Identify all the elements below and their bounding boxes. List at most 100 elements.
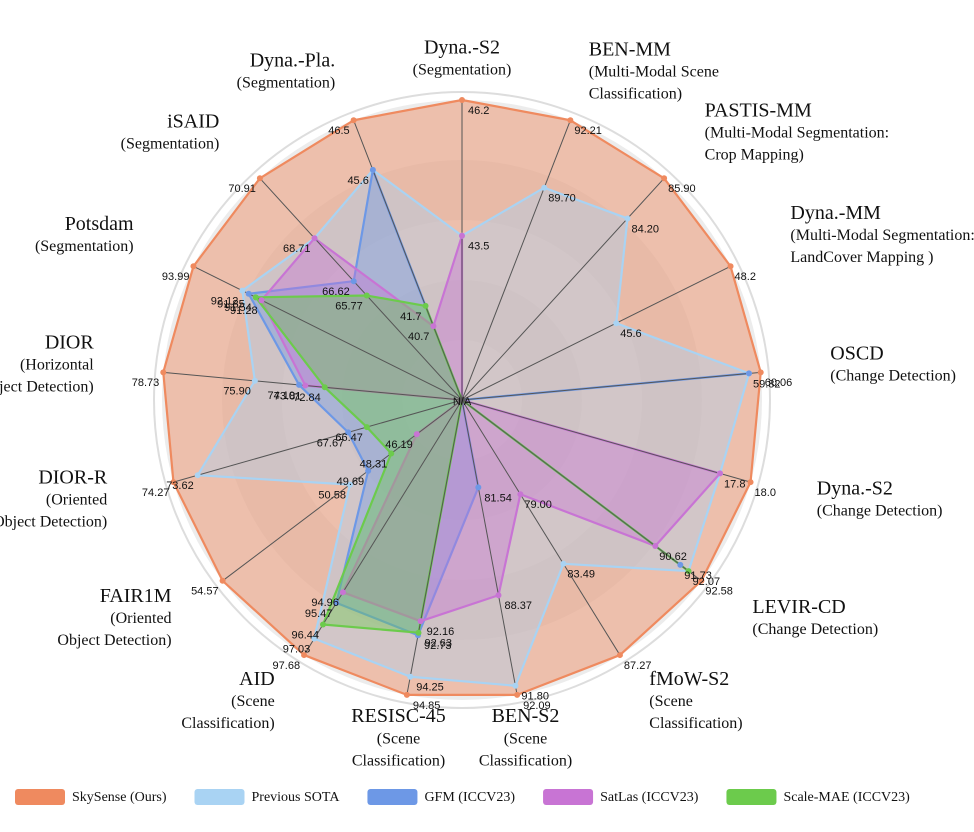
axis-subtitle: (Segmentation) [237,75,336,92]
point [624,215,631,222]
axis-subtitle: (Scene [649,693,693,710]
axis-line [461,265,731,401]
value-label: 67.67 [317,437,345,449]
axis-subtitle: (Multi-Modal Segmentation: [705,124,889,141]
point [661,175,668,182]
value-label: 54.57 [191,586,219,598]
value-label: 88.37 [504,600,532,612]
axis-subtitle: (Oriented [110,610,171,627]
point [321,384,328,391]
axis-line [461,371,761,401]
legend-label: SatLas (ICCV23) [600,790,699,805]
point [302,382,309,389]
point [407,673,414,680]
value-label: 40.7 [408,331,429,343]
point [512,682,519,689]
point [677,561,684,568]
axis-subtitle: Classification) [352,752,445,769]
axis-subtitle: (Oriented [46,492,107,509]
axis-line [461,399,621,656]
axis-subtitle: (Change Detection) [830,368,956,385]
point [717,470,724,477]
point [363,292,370,299]
axis-title: DIOR [45,331,95,353]
value-label: 66.62 [322,286,350,298]
axis-line [222,399,463,582]
point [745,370,752,377]
value-label: 94.96 [311,597,339,609]
point [350,117,357,124]
value-label: 41.7 [400,311,421,323]
axis-line [461,177,665,401]
value-label: 73.62 [166,480,194,492]
value-label: 49.69 [337,476,365,488]
legend-label: SkySense (Ours) [72,790,167,805]
axis-title: OSCD [830,342,883,364]
value-label: 74.10 [268,390,296,402]
axis-title: DIOR-R [38,467,108,489]
axis-title: LEVIR-CD [752,596,845,618]
value-label: 75.90 [223,386,251,398]
value-label: 91.80 [521,691,549,703]
legend-swatch [726,789,777,805]
value-label: 91.28 [230,305,258,317]
axis-line [163,371,463,401]
value-label: 92.09 [523,700,551,712]
value-label: 91.73 [684,570,712,582]
point [311,235,318,242]
point [727,263,734,270]
axis-line [303,399,463,656]
legend-label: Scale-MAE (ICCV23) [783,790,910,805]
axis-subtitle: Object Detection) [0,514,107,531]
axis-subtitle: (Scene [231,693,275,710]
value-label: 90.62 [659,551,687,563]
point [251,377,258,384]
point [388,450,395,457]
point [252,294,259,301]
point [160,369,167,376]
value-label: 46.2 [468,105,489,117]
point [403,691,410,698]
point [413,431,420,438]
value-label: 97.68 [273,660,301,672]
value-label: 93.99 [162,271,190,283]
value-label: 79.00 [524,499,552,511]
legend-swatch [543,789,594,805]
value-label: 92.16 [427,626,455,638]
axis-subtitle: (Multi-Modal Scene [589,64,719,81]
value-label: 45.6 [620,328,641,340]
legend-swatch [15,789,65,805]
value-label: 84.20 [631,223,659,235]
axis-subtitle: (Change Detection) [817,503,943,520]
point [698,577,705,584]
value-label: 78.73 [132,377,160,389]
point [747,479,754,486]
value-label: 94.85 [413,700,441,712]
value-label: 46.5 [328,125,349,137]
value-label: 89.70 [548,193,576,205]
value-label: 73.81 [274,390,302,402]
value-label: 91.85 [217,299,245,311]
point [256,175,263,182]
axis-subtitle: Crop Mapping) [705,146,804,163]
value-label: 59.82 [753,378,781,390]
axis-line [461,399,518,695]
point [296,381,303,388]
point [652,542,659,549]
axis-subtitle: (Change Detection) [752,621,878,638]
point [190,263,197,270]
value-label: 96.44 [291,629,319,641]
value-label: 70.91 [228,183,256,195]
value-label: 85.90 [668,183,696,195]
axis-line [193,265,463,401]
point [258,297,265,304]
axis-title: RESISC-45 [351,705,445,727]
point [350,278,357,285]
axis-line [353,120,463,401]
point [417,618,424,625]
point [345,429,352,436]
point [430,323,437,330]
axis-line [259,177,463,401]
point [320,621,327,628]
